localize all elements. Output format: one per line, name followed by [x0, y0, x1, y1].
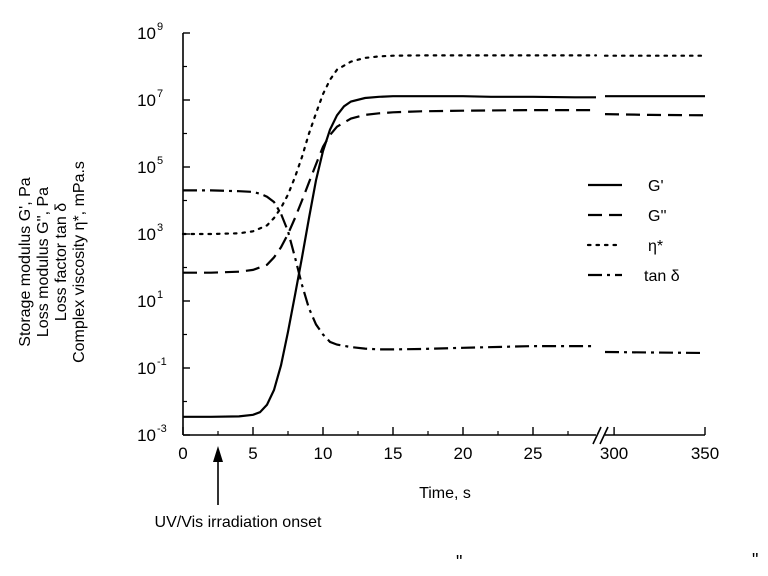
- y-tick-label: 10-3: [137, 423, 167, 445]
- annotation-text: UV/Vis irradiation onset: [155, 514, 322, 531]
- x-tick-label: 5: [248, 444, 257, 463]
- y-tick-label: 103: [137, 222, 163, 244]
- series-line-G-seg1: [183, 95, 596, 418]
- x-tick-label: 10: [314, 444, 333, 463]
- y-axis-label-line: Storage modulus G', Pa: [17, 177, 34, 346]
- legend-label-G: G'': [648, 208, 667, 225]
- series-line-tan-seg2: [604, 350, 706, 355]
- x-tick-label: 0: [178, 444, 187, 463]
- y-ticks: 10-3 10-1 101 103 105 107 109: [137, 21, 190, 445]
- x-tick-label: 25: [524, 444, 543, 463]
- legend-label-G: G': [648, 178, 664, 195]
- y-tick-label: 105: [137, 155, 163, 177]
- axis-break-mark-1: [592, 426, 602, 445]
- y-axis-label: Storage modulus G', Pa Loss modulus G'', …: [17, 161, 88, 363]
- y-tick-label: 101: [137, 289, 163, 311]
- x-tick-label: 300: [600, 444, 628, 463]
- curves-layer: [181, 54, 707, 418]
- x-tick-label: 350: [691, 444, 719, 463]
- y-axis-label-line: Loss factor tan δ: [53, 203, 70, 321]
- axis-break-mark-2: [599, 426, 609, 445]
- x-ticks: 0 5 10 15 20 25 300 350: [178, 427, 719, 463]
- series-line-G-seg2: [604, 113, 706, 117]
- x-tick-label: 20: [454, 444, 473, 463]
- legend-label-s2: η*: [648, 238, 663, 255]
- y-axis-label-line: Loss modulus G'', Pa: [35, 187, 52, 337]
- irradiation-annotation: UV/Vis irradiation onset: [155, 446, 322, 531]
- stray-mark-right: ": [752, 550, 759, 570]
- x-axis-label: Time, s: [419, 485, 471, 502]
- x-tick-label: 15: [384, 444, 403, 463]
- y-tick-label: 10-1: [137, 356, 167, 378]
- series-line-s2-seg1: [181, 54, 598, 236]
- axes-layer: [182, 33, 705, 445]
- y-tick-label: 109: [137, 21, 163, 43]
- y-tick-label: 107: [137, 88, 163, 110]
- series-line-G-seg1: [183, 109, 596, 274]
- legend: G' G'' η* tan δ: [586, 178, 680, 285]
- series-line-tan-seg1: [183, 189, 596, 351]
- annotation-arrow-head: [213, 446, 223, 462]
- stray-mark-center: ": [456, 552, 463, 572]
- legend-label-tan: tan δ: [644, 268, 680, 285]
- y-axis-label-line: Complex viscosity η*, mPa.s: [71, 161, 88, 363]
